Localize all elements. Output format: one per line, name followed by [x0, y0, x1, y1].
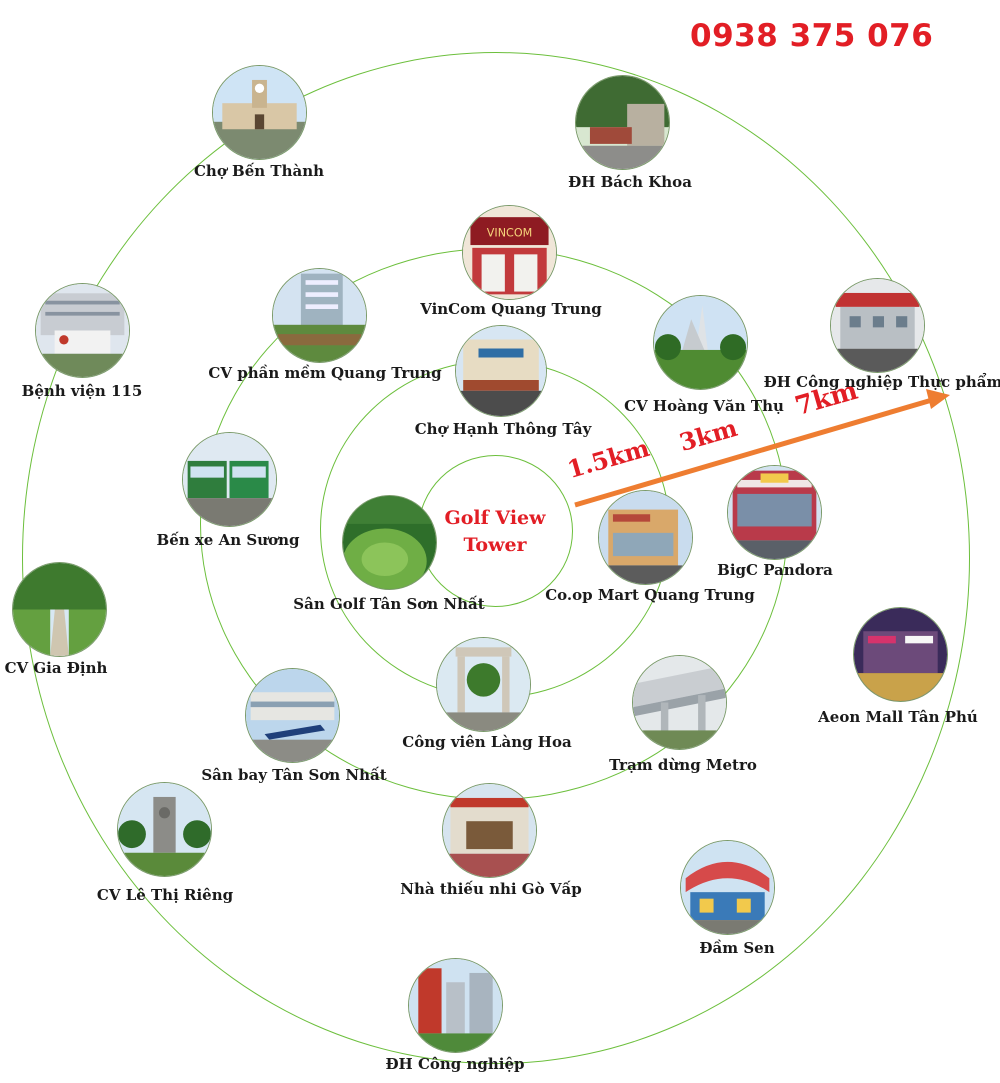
label-cv-le-thi-rieng: CV Lê Thị Riêng — [96, 886, 234, 904]
thumb-cv-phan-mem-quang-trung[interactable] — [272, 268, 367, 363]
label-cho-ben-thanh: Chợ Bến Thành — [193, 162, 325, 180]
phone-number[interactable]: 0938 375 076 — [690, 18, 934, 54]
label-ben-xe-an-suong: Bến xe An Sương — [156, 531, 300, 549]
label-san-bay-tan-son-nhat: Sân bay Tân Sơn Nhất — [201, 766, 387, 784]
ring-outer — [22, 52, 970, 1064]
label-coop-mart-quang-trung: Co.op Mart Quang Trung — [545, 586, 755, 604]
label-dh-bach-khoa: ĐH Bách Khoa — [568, 173, 692, 191]
thumb-san-golf-tan-son-nhat[interactable] — [342, 495, 437, 590]
thumb-cv-hoang-van-thu[interactable] — [653, 295, 748, 390]
project-title-line1: Golf View — [444, 507, 546, 529]
thumb-cho-hanh-thong-tay[interactable] — [455, 325, 547, 417]
thumb-nha-thieu-nhi-go-vap[interactable] — [442, 783, 537, 878]
thumb-coop-mart-quang-trung[interactable] — [598, 490, 693, 585]
thumb-dam-sen[interactable] — [680, 840, 775, 935]
label-san-golf-tan-son-nhat: Sân Golf Tân Sơn Nhất — [293, 595, 485, 613]
label-bigc-pandora: BigC Pandora — [717, 561, 833, 579]
label-cv-hoang-van-thu: CV Hoàng Văn Thụ — [624, 397, 784, 415]
project-title-line2: Tower — [463, 534, 527, 556]
project-title: Golf View Tower — [420, 505, 570, 559]
thumb-dh-bach-khoa[interactable] — [575, 75, 670, 170]
thumb-dh-cong-nghiep-thuc-pham[interactable] — [830, 278, 925, 373]
label-benh-vien-115: Bệnh viện 115 — [21, 382, 143, 400]
thumb-ben-xe-an-suong[interactable] — [182, 432, 277, 527]
label-vincom-quang-trung: VinCom Quang Trung — [420, 300, 602, 318]
label-cho-hanh-thong-tay: Chợ Hạnh Thông Tây — [414, 420, 592, 438]
svg-text:VINCOM: VINCOM — [487, 227, 532, 240]
thumb-tram-dung-metro[interactable] — [632, 655, 727, 750]
thumb-bigc-pandora[interactable] — [727, 465, 822, 560]
label-cv-gia-dinh: CV Gia Định — [4, 659, 108, 677]
label-dh-cong-nghiep-thuc-pham: ĐH Công nghiệp Thực phẩm — [763, 373, 1000, 391]
thumb-san-bay-tan-son-nhat[interactable] — [245, 668, 340, 763]
thumb-dh-cong-nghiep[interactable] — [408, 958, 503, 1053]
thumb-vincom-quang-trung[interactable]: VINCOM — [462, 205, 557, 300]
thumb-cv-le-thi-rieng[interactable] — [117, 782, 212, 877]
thumb-benh-vien-115[interactable] — [35, 283, 130, 378]
label-nha-thieu-nhi-go-vap: Nhà thiếu nhi Gò Vấp — [400, 880, 582, 898]
label-tram-dung-metro: Trạm dừng Metro — [609, 756, 757, 774]
label-cong-vien-lang-hoa: Công viên Làng Hoa — [402, 733, 572, 751]
label-aeon-mall-tan-phu: Aeon Mall Tân Phú — [818, 708, 978, 726]
thumb-cv-gia-dinh[interactable] — [12, 562, 107, 657]
label-dh-cong-nghiep: ĐH Công nghiệp — [385, 1055, 525, 1073]
thumb-cong-vien-lang-hoa[interactable] — [436, 637, 531, 732]
thumb-aeon-mall-tan-phu[interactable] — [853, 607, 948, 702]
label-dam-sen: Đầm Sen — [699, 939, 775, 957]
thumb-cho-ben-thanh[interactable] — [212, 65, 307, 160]
label-cv-phan-mem-quang-trung: CV phần mềm Quang Trung — [208, 364, 442, 382]
